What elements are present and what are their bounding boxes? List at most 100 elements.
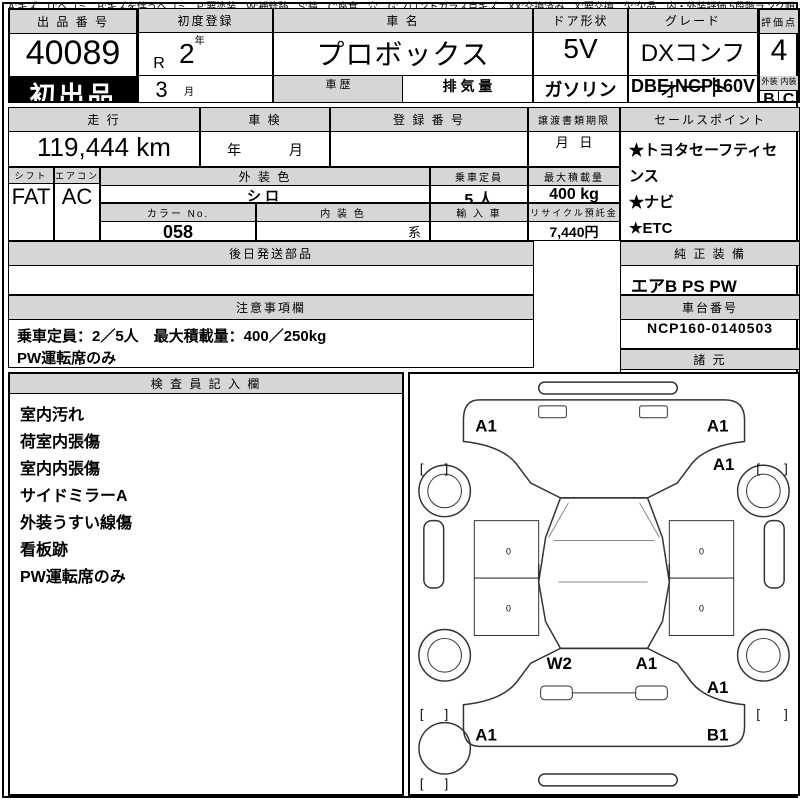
mileage-label: 走 行 [9,108,199,132]
grade-value: DXコンフォート [629,33,757,75]
grade-box: グレード DXコンフォート DBE-NCP160V [628,8,758,103]
shift-type-box: シフト FAT [8,167,54,241]
registration-year: 2 [179,33,195,75]
auction-sheet: 出 品 番 号 40089 初出品 初度登録 R 2 年 3 月 車 名 プロボ… [2,2,798,798]
right-bracket-open-2: [ [756,707,760,722]
left-bracket-open: [ [420,461,424,476]
recycle-fee-value: 7,440円 [529,222,619,241]
rear-bumper [539,774,678,786]
standard-equipment-label: 純 正 装 備 [621,242,799,266]
right-side-mirror [764,521,784,588]
left-rear-door-mark: 0 [506,604,511,614]
car-name-value: プロボックス [274,33,532,75]
right-front-vent [640,406,668,418]
left-bracket-close-3: ] [445,776,449,791]
sales-points-label: セールスポイント [621,108,799,132]
vehicle-top-down-diagram: 0 0 0 0 A1 A1 A1 [ ] [ ] [ ] [ ] [ ] W2 … [410,374,798,794]
recycle-fee-box: リサイクル預託金 7,440円 [528,203,620,241]
remarks-label: 注意事項欄 [9,296,533,320]
rear-left-corner-label: A1 [475,725,497,744]
rear-left-wheel [419,630,470,681]
displacement-label: 排 気 量 [403,76,532,103]
remarks-line: PW運転席のみ [17,348,525,368]
front-left-wheel-inner [428,474,462,508]
interior-grade-value: C [779,91,798,103]
inspector-note-line: サイドミラーA [20,483,392,510]
remarks-line: 乗車定員：2／5人 最大積載量：400／250kg [17,326,525,348]
sales-points-list: ★トヨタセーフティセンス ★ナビ ★ETC ★キーレスキー [621,132,799,241]
first-registration-box: 初度登録 R 2 年 3 月 [138,8,273,103]
color-number-label: カラー No. [101,204,255,222]
door-shape-box: ドア形状 5V ガソリン [533,8,628,103]
seating-capacity-label: 乗車定員 [431,168,527,186]
left-side-mirror [424,521,444,588]
evaluation-score-label: 評価点 [760,10,798,34]
shaken-value: 年 月 [201,132,329,167]
later-shipped-parts-label: 後日発送部品 [9,242,533,266]
car-name-box: 車 名 プロボックス 車 歴 排 気 量 [273,8,533,103]
max-load-label: 最大積載量 [529,168,619,186]
inspector-note-line: 室内汚れ [20,402,392,429]
transfer-deadline-label: 譲渡書類期限 [529,108,619,132]
shaken-box: 車 検 年 月 [200,107,330,167]
standard-equipment-box: 純 正 装 備 エアB PS PW [620,241,800,295]
interior-color-box: 内 装 色 系 [256,203,430,241]
remarks-box: 注意事項欄 乗車定員：2／5人 最大積載量：400／250kg PW運転席のみ [8,295,534,368]
shift-type-value: FAT [9,184,53,241]
mileage-value: 119,444 km [9,132,199,167]
shift-type-label: シフト [9,168,53,184]
inspector-notes-label: 検 査 員 記 入 欄 [10,374,402,394]
interior-label: 内装 [779,76,798,90]
later-shipped-parts-box: 後日発送部品 [8,241,534,295]
left-front-vent [539,406,567,418]
car-name-label: 車 名 [274,9,532,33]
right-lower-label: A1 [707,678,729,697]
exterior-color-value: シロ [101,186,429,203]
recycle-fee-label: リサイクル預託金 [529,204,619,222]
interior-color-value: 系 [257,222,429,241]
import-car-label: 輸 入 車 [431,204,527,222]
left-exhaust-mark [541,686,573,700]
front-right-wheel [738,465,789,516]
inspector-note-line: 荷室内張傷 [20,429,392,456]
chassis-number-label: 車台番号 [621,296,799,320]
sales-point-item: ★トヨタセーフティセンス [629,138,791,190]
inspector-notes-content: 室内汚れ 荷室内張傷 室内内張傷 サイドミラーA 外装うすい線傷 看板跡 PW運… [10,394,402,599]
front-right-corner-label: A1 [707,417,729,436]
rear-body-outline [463,648,744,746]
chassis-number-box: 車台番号 NCP160-0140503 [620,295,800,349]
left-bracket-open-3: [ [420,776,424,791]
inspector-note-line: 看板跡 [20,537,392,564]
transfer-deadline-value: 月 日 [529,132,619,167]
registration-era: R [139,33,179,75]
rear-left-wheel-inner [428,638,462,672]
windshield-lines [549,503,660,541]
right-upper-label: A1 [713,455,735,474]
center-right-label: A1 [636,654,658,673]
left-front-door-mark: 0 [506,546,511,556]
exterior-grade-value: B [760,91,779,103]
front-right-wheel-inner [747,474,781,508]
registration-number-value[interactable] [331,132,527,167]
rear-right-corner-label: B1 [707,725,729,744]
inspector-note-line: PW運転席のみ [20,564,392,591]
import-car-box: 輸 入 車 [430,203,528,241]
shaken-label: 車 検 [201,108,329,132]
listing-number-label: 出 品 番 号 [10,10,136,34]
fuel-type-value: ガソリン [534,75,627,103]
front-bumper [539,382,678,394]
transfer-deadline-box: 譲渡書類期限 月 日 [528,107,620,167]
door-shape-label: ドア形状 [534,9,627,33]
left-bracket-open-2: [ [420,707,424,722]
door-shape-value: 5V [534,33,627,75]
car-history-month-unit: 月 [184,76,194,103]
evaluation-score-value: 4 [760,34,798,76]
left-bracket-close-2: ] [445,707,449,722]
listing-number-value: 40089 [10,34,136,76]
aircon-label: エアコン [55,168,99,184]
sales-points-box: セールスポイント ★トヨタセーフティセンス ★ナビ ★ETC ★キーレスキー [620,107,800,241]
registration-number-box: 登 録 番 号 [330,107,528,167]
remarks-content: 乗車定員：2／5人 最大積載量：400／250kg PW運転席のみ [9,320,533,368]
right-exhaust-mark [636,686,668,700]
max-load-value: 400 kg [529,186,619,203]
